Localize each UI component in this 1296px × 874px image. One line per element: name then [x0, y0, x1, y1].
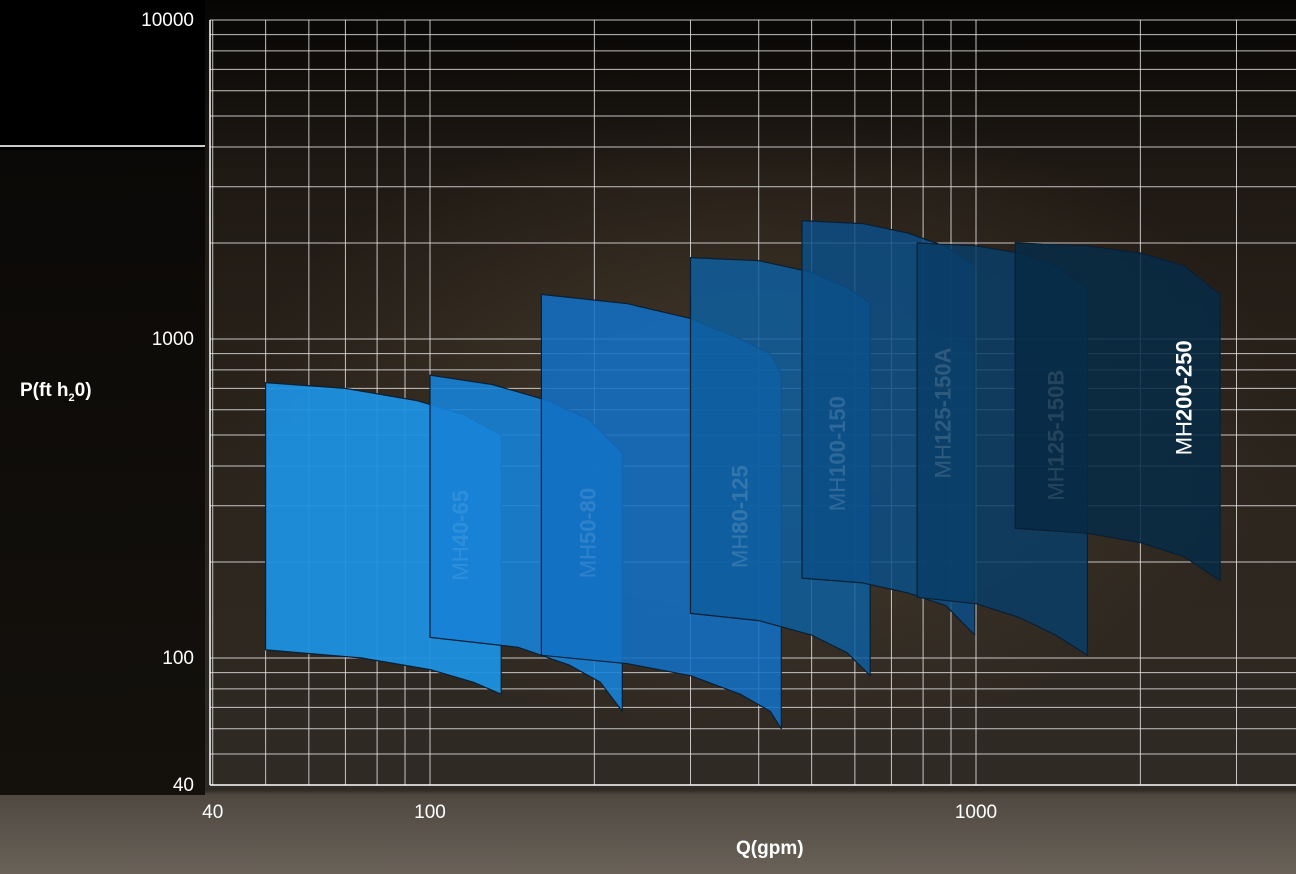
- series-label-model: 200-250: [1172, 340, 1197, 421]
- background-left-panel: [0, 0, 205, 795]
- y-tick-label: 1000: [152, 329, 194, 350]
- y-tick-label: 100: [162, 648, 194, 669]
- pump-series-200-250: MH200-250: [1014, 242, 1221, 582]
- x-tick-label: 40: [202, 802, 223, 823]
- series-label: MH200-250: [1172, 340, 1197, 455]
- x-tick-label: 1000: [955, 802, 997, 823]
- x-axis-label: Q(gpm): [736, 838, 804, 859]
- pump-area-200-250: [1014, 242, 1221, 582]
- y-axis-label: P(ft h20): [20, 380, 92, 404]
- y-tick-label: 40: [173, 775, 194, 796]
- x-tick-label: 100: [414, 802, 446, 823]
- series-label-prefix: MH: [1172, 421, 1197, 455]
- y-tick-label: 10000: [141, 10, 194, 31]
- axis-tick-labels: 40 100 1000 10000 40 100 1000: [141, 10, 997, 823]
- pump-curve-areas: MH40-65MH50-80MH80-125MH100-150MH125-150…: [265, 220, 1221, 730]
- decorative-divider-line: [0, 145, 205, 147]
